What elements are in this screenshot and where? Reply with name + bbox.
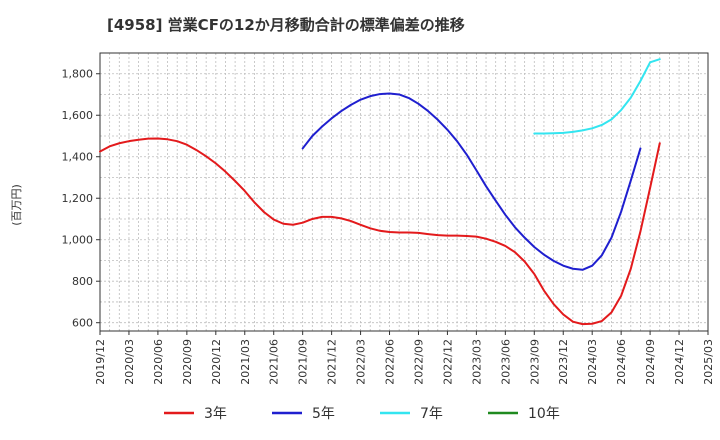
x-tick-label: 2022/06: [384, 339, 397, 385]
series-line-7年: [533, 58, 661, 135]
x-tick-label: 2022/03: [355, 339, 368, 385]
y-tick-label: 800: [72, 275, 93, 288]
plot-area: 600 800 1,000 1,200 1,400 1,600 1,800 2019/12 20…: [62, 52, 715, 385]
x-tick-label: 2023/03: [470, 339, 483, 385]
chart-title: [4958] 営業CFの12か月移動合計の標準偏差の推移: [107, 16, 465, 34]
x-tick-label: 2021/06: [268, 339, 281, 385]
legend: 3年 5年 7年 10年: [164, 406, 560, 422]
x-tick-label: 2022/09: [412, 339, 425, 385]
x-tick-label: 2023/12: [557, 339, 570, 385]
x-tick-label: 2025/03: [702, 339, 715, 385]
y-tick-label: 1,200: [62, 192, 94, 205]
x-tick-label: 2024/12: [673, 339, 686, 385]
legend-label-3年: 3年: [204, 406, 227, 422]
x-tick-label: 2021/09: [297, 339, 310, 385]
series-line-5年: [301, 92, 642, 271]
x-tick-label: 2023/09: [528, 339, 541, 385]
y-tick-label: 1,800: [62, 68, 94, 81]
y-tick-label: 1,400: [62, 151, 94, 164]
x-tick-label: 2024/03: [586, 339, 599, 385]
plot-frame: [99, 52, 709, 332]
legend-label-7年: 7年: [420, 406, 443, 422]
x-tick-label: 2022/12: [441, 339, 454, 385]
x-tick-label: 2021/03: [239, 339, 252, 385]
y-axis-label: (百万円): [10, 184, 23, 226]
x-tick-label: 2020/03: [123, 339, 136, 385]
series-line-3年: [99, 137, 661, 326]
x-tick-label: 2024/06: [615, 339, 628, 385]
x-tick-label: 2024/09: [644, 339, 657, 385]
x-tick-label: 2019/12: [94, 339, 107, 385]
x-tick-label: 2021/12: [326, 339, 339, 385]
x-tick-label: 2020/06: [152, 339, 165, 385]
legend-label-5年: 5年: [312, 406, 335, 422]
x-tick-label: 2020/12: [210, 339, 223, 385]
x-tick-label: 2023/06: [499, 339, 512, 385]
legend-label-10年: 10年: [528, 406, 560, 422]
y-tick-label: 600: [72, 317, 93, 330]
plot-background: [100, 53, 708, 331]
y-tick-label: 1,600: [62, 109, 94, 122]
y-tick-label: 1,000: [62, 234, 94, 247]
x-tick-label: 2020/09: [181, 339, 194, 385]
